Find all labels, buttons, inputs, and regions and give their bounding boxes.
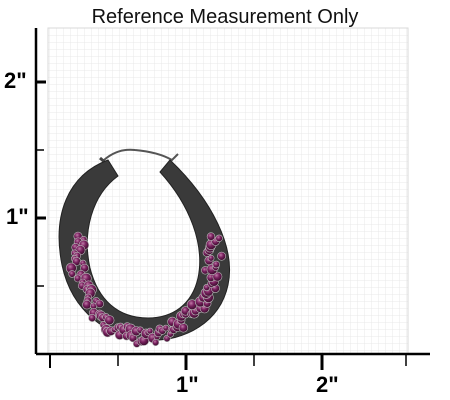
hoop-earring-image	[58, 148, 230, 348]
gemstone	[95, 299, 104, 309]
reference-measurement-title: Reference Measurement Only	[91, 6, 359, 28]
gemstone	[104, 315, 115, 326]
gemstone	[217, 251, 226, 261]
gemstone	[215, 234, 223, 243]
gemstones	[65, 231, 226, 348]
x-tick-label-2in: 2"	[316, 372, 339, 397]
y-tick-label-1in: 1"	[6, 204, 29, 229]
gemstone	[88, 313, 97, 322]
y-axis	[34, 28, 46, 355]
gemstone	[207, 254, 215, 262]
measurement-grid	[47, 27, 409, 355]
gemstone	[178, 323, 189, 333]
gemstone	[212, 260, 221, 269]
gemstone	[206, 232, 216, 241]
x-tick-label-1in: 1"	[176, 372, 199, 397]
gemstone	[212, 271, 223, 282]
gemstone	[68, 270, 76, 278]
gemstone	[82, 300, 92, 310]
y-tick-label-2in: 2"	[4, 68, 27, 93]
x-axis	[36, 352, 430, 370]
gemstone	[152, 338, 160, 347]
